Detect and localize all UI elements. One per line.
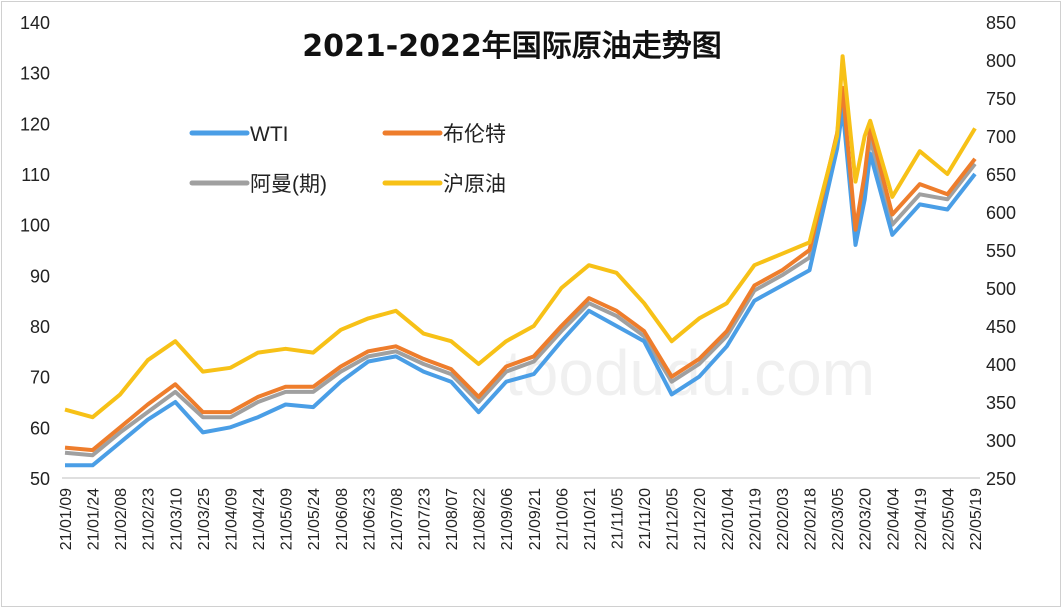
right-tick-label: 400 [986, 355, 1016, 375]
x-tick-label: 21/08/22 [472, 488, 489, 550]
left-tick-label: 80 [30, 317, 50, 337]
right-tick-label: 300 [986, 431, 1016, 451]
legend-label: 沪原油 [443, 173, 506, 196]
x-tick-label: 22/05/19 [968, 488, 985, 550]
x-tick-label: 21/03/10 [168, 488, 185, 550]
x-tick-label: 21/03/25 [196, 488, 213, 550]
x-tick-label: 22/01/19 [747, 488, 764, 550]
x-tick-label: 21/12/20 [692, 488, 709, 550]
x-tick-label: 21/07/08 [389, 488, 406, 550]
x-tick-label: 21/04/09 [223, 488, 240, 550]
series-line-0 [65, 106, 977, 468]
x-tick-label: 21/04/24 [251, 488, 268, 550]
watermark: toodudu.com [505, 337, 875, 409]
left-tick-label: 50 [30, 469, 50, 489]
right-tick-label: 750 [986, 89, 1016, 109]
legend-label: WTI [250, 123, 288, 146]
right-tick-label: 850 [986, 13, 1016, 33]
x-tick-label: 21/02/23 [141, 488, 158, 550]
x-tick-label: 21/09/06 [499, 488, 516, 550]
x-tick-label: 21/11/20 [637, 488, 654, 549]
left-tick-label: 70 [30, 368, 50, 388]
left-tick-label: 90 [30, 266, 50, 286]
x-tick-label: 21/06/08 [334, 488, 351, 550]
right-tick-label: 800 [986, 51, 1016, 71]
right-tick-label: 650 [986, 165, 1016, 185]
x-tick-label: 22/04/04 [885, 488, 902, 550]
right-tick-label: 700 [986, 127, 1016, 147]
x-tick-label: 21/11/05 [610, 488, 627, 549]
left-tick-label: 130 [20, 64, 50, 84]
x-tick-label: 21/01/09 [58, 488, 75, 550]
x-tick-label: 21/10/06 [554, 488, 571, 550]
x-tick-label: 22/03/05 [830, 488, 847, 550]
series-line-1 [64, 85, 977, 453]
x-tick-label: 21/12/05 [665, 488, 682, 550]
x-tick-label: 21/06/23 [361, 488, 378, 550]
x-tick-label: 21/05/24 [306, 488, 323, 550]
x-tick-label: 22/01/04 [720, 488, 737, 550]
x-tick-label: 21/09/21 [527, 488, 544, 550]
x-tick-label: 22/03/20 [858, 488, 875, 550]
x-tick-label: 22/04/19 [913, 488, 930, 550]
right-tick-label: 500 [986, 279, 1016, 299]
right-tick-label: 450 [986, 317, 1016, 337]
right-tick-label: 550 [986, 241, 1016, 261]
x-tick-label: 22/02/18 [803, 488, 820, 550]
x-tick-label: 22/02/03 [775, 488, 792, 550]
series-line-3 [64, 54, 977, 420]
x-tick-label: 21/01/24 [86, 488, 103, 550]
left-tick-label: 100 [20, 216, 50, 236]
right-tick-label: 600 [986, 203, 1016, 223]
x-tick-label: 21/05/09 [279, 488, 296, 550]
left-axis-ticks: 50 60 70 80 90 100 110 120 130 140 [20, 13, 50, 489]
chart-title: 2021-2022年国际原油走势图 [302, 29, 721, 64]
legend-label: 布伦特 [443, 123, 506, 146]
x-tick-label: 21/08/07 [444, 488, 461, 550]
right-tick-label: 250 [986, 469, 1016, 489]
x-tick-label: 21/02/08 [113, 488, 130, 550]
x-axis-ticks: 21/01/09 21/01/24 21/02/08 21/02/23 21/03/10… [58, 488, 985, 550]
left-tick-label: 120 [20, 114, 50, 134]
x-tick-label: 21/07/23 [416, 488, 433, 550]
legend-label: 阿曼(期) [250, 173, 327, 196]
right-axis-ticks: 250 300 350 400 450 500 550 600 650 700 750 800 850 [986, 13, 1016, 489]
series-lines [64, 54, 977, 468]
left-tick-label: 110 [21, 165, 50, 185]
left-tick-label: 140 [20, 13, 50, 33]
right-tick-label: 350 [986, 393, 1016, 413]
left-tick-label: 60 [30, 418, 50, 438]
x-tick-label: 21/10/21 [582, 488, 599, 550]
x-tick-label: 22/05/04 [940, 488, 957, 550]
